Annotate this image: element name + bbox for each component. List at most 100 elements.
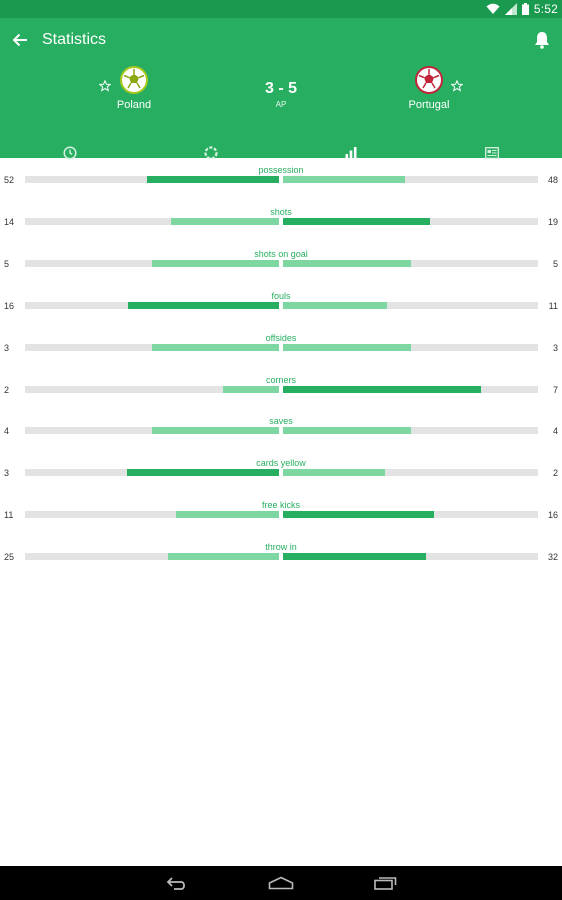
stat-label: offsides: [265, 332, 297, 343]
nav-back-button[interactable]: [161, 873, 191, 893]
news-icon: [484, 147, 499, 159]
home-team-name: Poland: [116, 99, 152, 111]
stat-row: offsides 3 3: [0, 326, 562, 368]
stat-home-value: 2: [4, 384, 10, 395]
away-bar-track: [283, 385, 538, 393]
tab-lineup[interactable]: [141, 130, 282, 176]
stat-away-value: 4: [552, 426, 558, 437]
status-time: 5:52: [533, 2, 558, 16]
stat-away-value: 11: [548, 300, 558, 311]
away-team[interactable]: Portugal: [389, 66, 469, 111]
tab-bar: [0, 130, 562, 176]
home-bar-track: [25, 385, 279, 393]
favorite-home-star-icon[interactable]: [99, 80, 111, 92]
stat-home-value: 4: [4, 426, 10, 437]
tab-timeline[interactable]: [0, 130, 141, 176]
score-note: AP: [275, 100, 287, 109]
home-bar-fill: [175, 511, 279, 519]
stat-away-value: 19: [547, 216, 558, 227]
stat-away-value: 5: [552, 258, 558, 269]
stat-home-value: 11: [4, 510, 14, 521]
stat-home-value: 5: [4, 258, 10, 269]
stat-row: corners 2 7: [0, 368, 562, 410]
stat-away-value: 2: [552, 468, 558, 479]
home-team[interactable]: Poland: [94, 66, 174, 111]
bell-icon: [535, 32, 549, 49]
stat-home-value: 14: [4, 216, 15, 227]
away-bar-fill: [283, 385, 482, 393]
home-bar-fill: [146, 176, 279, 183]
stat-label: shots: [270, 206, 292, 217]
stat-away-value: 3: [552, 342, 558, 353]
away-bar-fill: [283, 176, 406, 183]
stat-label: cards yellow: [256, 458, 306, 469]
home-bar-fill: [128, 301, 279, 309]
lineup-icon: [204, 146, 218, 160]
system-nav-bar: [0, 866, 562, 900]
away-bar-fill: [283, 553, 427, 561]
home-bar-track: [25, 511, 279, 519]
clock-icon: [63, 146, 77, 160]
back-button[interactable]: [8, 28, 32, 52]
home-bar-track: [25, 217, 279, 225]
stat-row: possession 52 48: [0, 158, 562, 200]
away-bar-track: [283, 553, 538, 561]
stat-label: corners: [265, 374, 296, 385]
nav-recents-icon: [374, 877, 397, 890]
away-bar-track: [283, 217, 538, 225]
page-title: Statistics: [42, 31, 107, 48]
stat-label: shots on goal: [254, 248, 308, 259]
away-bar-fill: [283, 217, 430, 225]
home-bar-fill: [152, 259, 279, 267]
stat-row: free kicks 11 16: [0, 493, 562, 535]
match-score: 3 - 5: [264, 80, 297, 97]
home-bar-fill: [126, 469, 279, 477]
home-bar-fill: [171, 217, 279, 225]
away-bar-fill: [283, 343, 411, 351]
away-bar-track: [283, 301, 538, 309]
away-bar-track: [283, 176, 538, 183]
stat-home-value: 52: [4, 175, 15, 185]
away-team-name: Portugal: [408, 99, 450, 111]
home-bar-fill: [222, 385, 279, 393]
home-bar-track: [25, 343, 279, 351]
home-bar-track: [25, 176, 279, 183]
stat-home-value: 3: [4, 342, 10, 353]
home-bar-track: [25, 259, 279, 267]
app-bar: Statistics Poland 3 - 5 AP Portugal: [0, 18, 562, 176]
notifications-button[interactable]: [530, 28, 554, 52]
home-bar-track: [25, 553, 279, 561]
favorite-away-star-icon[interactable]: [451, 80, 463, 92]
home-bar-track: [25, 427, 279, 435]
stat-away-value: 32: [547, 552, 558, 563]
stat-row: shots 14 19: [0, 200, 562, 242]
away-bar-track: [283, 469, 538, 477]
stat-label: free kicks: [261, 500, 300, 511]
tab-news[interactable]: [422, 130, 562, 176]
away-bar-fill: [283, 259, 411, 267]
stat-label: fouls: [271, 290, 291, 301]
bar-chart-icon: [345, 147, 357, 159]
away-bar-fill: [283, 469, 385, 477]
away-bar-fill: [283, 301, 387, 309]
stat-row: throw in 25 32: [0, 535, 562, 577]
nav-home-button[interactable]: [266, 873, 296, 893]
stat-away-value: 48: [547, 175, 558, 185]
nav-home-icon: [268, 876, 294, 890]
home-bar-track: [25, 301, 279, 309]
stat-label: possession: [258, 165, 304, 175]
away-bar-track: [283, 427, 538, 435]
stat-row: saves 4 4: [0, 409, 562, 451]
poland-ball-icon: [120, 66, 148, 94]
stat-away-value: 7: [552, 384, 558, 395]
portugal-ball-icon: [415, 66, 443, 94]
stat-away-value: 16: [547, 510, 558, 521]
home-bar-fill: [167, 553, 279, 561]
wifi-icon: [486, 3, 500, 14]
nav-recents-button[interactable]: [371, 873, 401, 893]
battery-icon: [521, 3, 529, 15]
home-bar-fill: [152, 427, 279, 435]
tab-statistics[interactable]: [281, 130, 422, 176]
nav-back-icon: [166, 877, 185, 890]
away-bar-track: [283, 343, 538, 351]
